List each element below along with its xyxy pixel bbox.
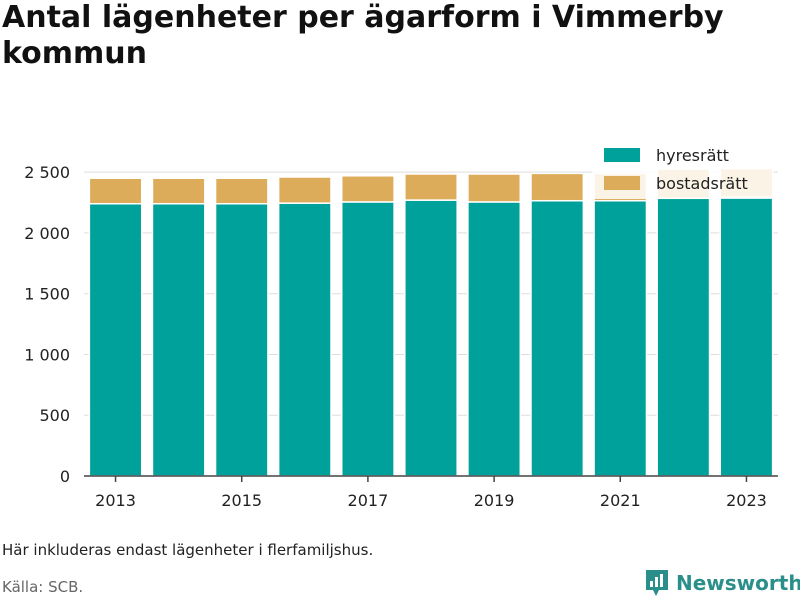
source-text: Källa: SCB. [2, 578, 84, 596]
x-tick-label: 2013 [95, 491, 136, 510]
bar-segment-bostadsratt [467, 173, 522, 203]
y-tick-label: 500 [39, 406, 70, 425]
bar-segment-bostadsratt [404, 173, 458, 201]
bar-segment-hyresratt [151, 203, 206, 477]
bar-segment-hyresratt [88, 203, 143, 477]
x-tick-label: 2015 [221, 491, 262, 510]
bar-segment-hyresratt [277, 202, 332, 477]
bar-segment-hyresratt [656, 197, 711, 477]
bar-segment-hyresratt [719, 196, 774, 477]
bar-segment-hyresratt [214, 203, 269, 477]
legend-swatch [604, 148, 640, 162]
bar-segment-hyresratt [530, 199, 585, 477]
bar-segment-bostadsratt [88, 177, 143, 205]
brand-name: Newsworthy [676, 571, 800, 595]
x-tick-label: 2017 [348, 491, 389, 510]
legend-swatch [604, 176, 640, 190]
y-tick-label: 1 500 [24, 285, 70, 304]
x-tick-label: 2023 [726, 491, 767, 510]
bar-segment-bostadsratt [214, 177, 269, 205]
chart-note: Här inkluderas endast lägenheter i flerf… [2, 541, 374, 559]
y-tick-label: 2 000 [24, 224, 70, 243]
chart-title: Antal lägenheter per ägarform i Vimmerby… [2, 0, 724, 71]
bar-segment-bostadsratt [277, 176, 332, 204]
newsworthy-logo: Newsworthy [644, 568, 800, 598]
bar-segment-bostadsratt [151, 177, 206, 205]
bar-segment-hyresratt [593, 199, 648, 477]
y-tick-label: 1 000 [24, 345, 70, 364]
bar-segment-bostadsratt [530, 172, 585, 202]
legend-label: bostadsrätt [656, 174, 748, 193]
x-tick-label: 2021 [600, 491, 641, 510]
y-tick-label: 2 500 [24, 163, 70, 182]
bar-segment-bostadsratt [340, 175, 395, 203]
newsworthy-logo-icon [646, 570, 668, 596]
bar-segment-hyresratt [404, 199, 458, 477]
legend-label: hyresrätt [656, 146, 729, 165]
y-tick-label: 0 [60, 467, 70, 486]
bar-segment-hyresratt [340, 201, 395, 477]
stacked-bar-chart: 0 500 1 000 1 500 2 000 2 500 2013 2015 2017 2019… [24, 146, 778, 510]
x-tick-label: 2019 [474, 491, 515, 510]
bar-segment-hyresratt [467, 201, 522, 477]
